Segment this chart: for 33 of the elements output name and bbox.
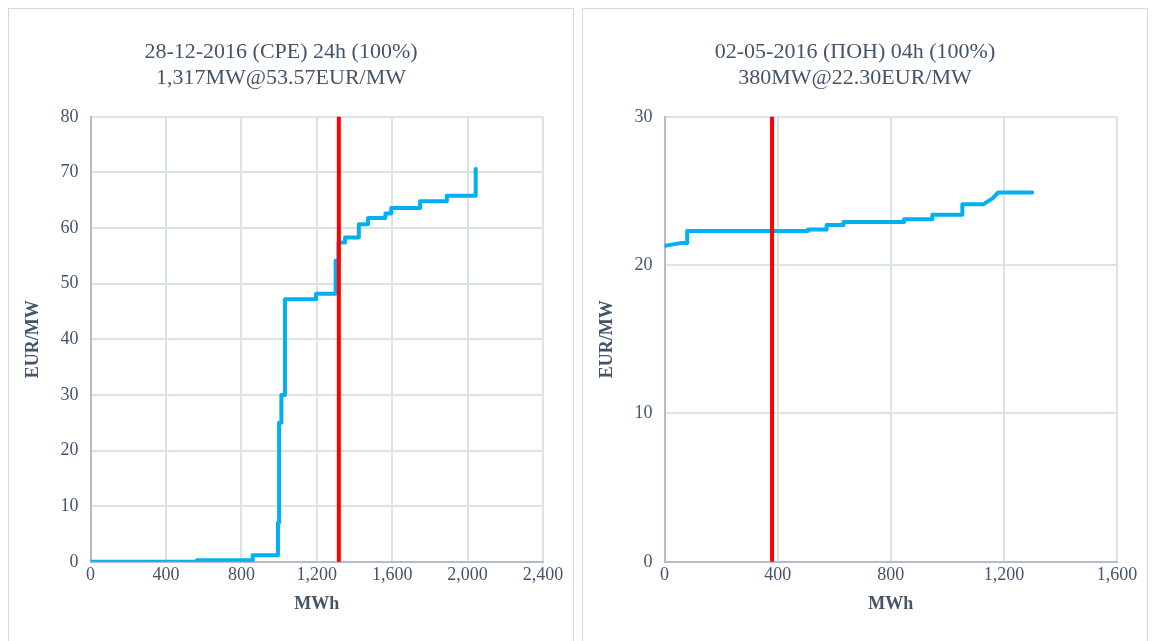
y-tick-label: 20 xyxy=(60,439,79,460)
x-tick-label: 400 xyxy=(152,564,180,585)
x-tick-label: 1,600 xyxy=(371,564,413,585)
x-tick-label: 1,600 xyxy=(1096,564,1138,585)
x-tick-label: 0 xyxy=(660,564,670,585)
chart-subtitle: 380MW@22.30EUR/MW xyxy=(738,64,972,90)
x-tick-label: 800 xyxy=(227,564,255,585)
y-tick-label: 30 xyxy=(60,383,79,404)
y-axis-title: EUR/MW xyxy=(22,300,43,379)
y-tick-label: 40 xyxy=(60,328,79,349)
x-axis-title: MWh xyxy=(868,592,914,613)
x-tick-label: 2,400 xyxy=(522,564,564,585)
x-tick-label: 800 xyxy=(877,564,905,585)
x-axis-title: MWh xyxy=(294,592,340,613)
y-tick-label: 60 xyxy=(60,216,79,237)
x-tick-label: 1,200 xyxy=(983,564,1025,585)
y-tick-label: 0 xyxy=(69,550,79,571)
y-tick-label: 30 xyxy=(634,105,653,126)
chart-subtitle: 1,317MW@53.57EUR/MW xyxy=(155,64,407,90)
x-tick-label: 1,200 xyxy=(296,564,338,585)
chart-title: 02-05-2016 (ПОН) 04h (100%) xyxy=(714,37,996,63)
y-tick-label: 20 xyxy=(634,253,653,274)
x-tick-label: 400 xyxy=(764,564,792,585)
chart-title: 28-12-2016 (CPE) 24h (100%) xyxy=(144,37,418,63)
y-tick-label: 0 xyxy=(643,550,653,571)
y-tick-label: 50 xyxy=(60,272,79,293)
x-tick-label: 0 xyxy=(86,564,96,585)
y-tick-label: 80 xyxy=(60,105,79,126)
y-axis-title: EUR/MW xyxy=(596,300,617,379)
y-tick-label: 10 xyxy=(60,494,79,515)
y-tick-label: 70 xyxy=(60,161,79,182)
x-tick-label: 2,000 xyxy=(447,564,488,585)
y-tick-label: 10 xyxy=(634,402,653,423)
